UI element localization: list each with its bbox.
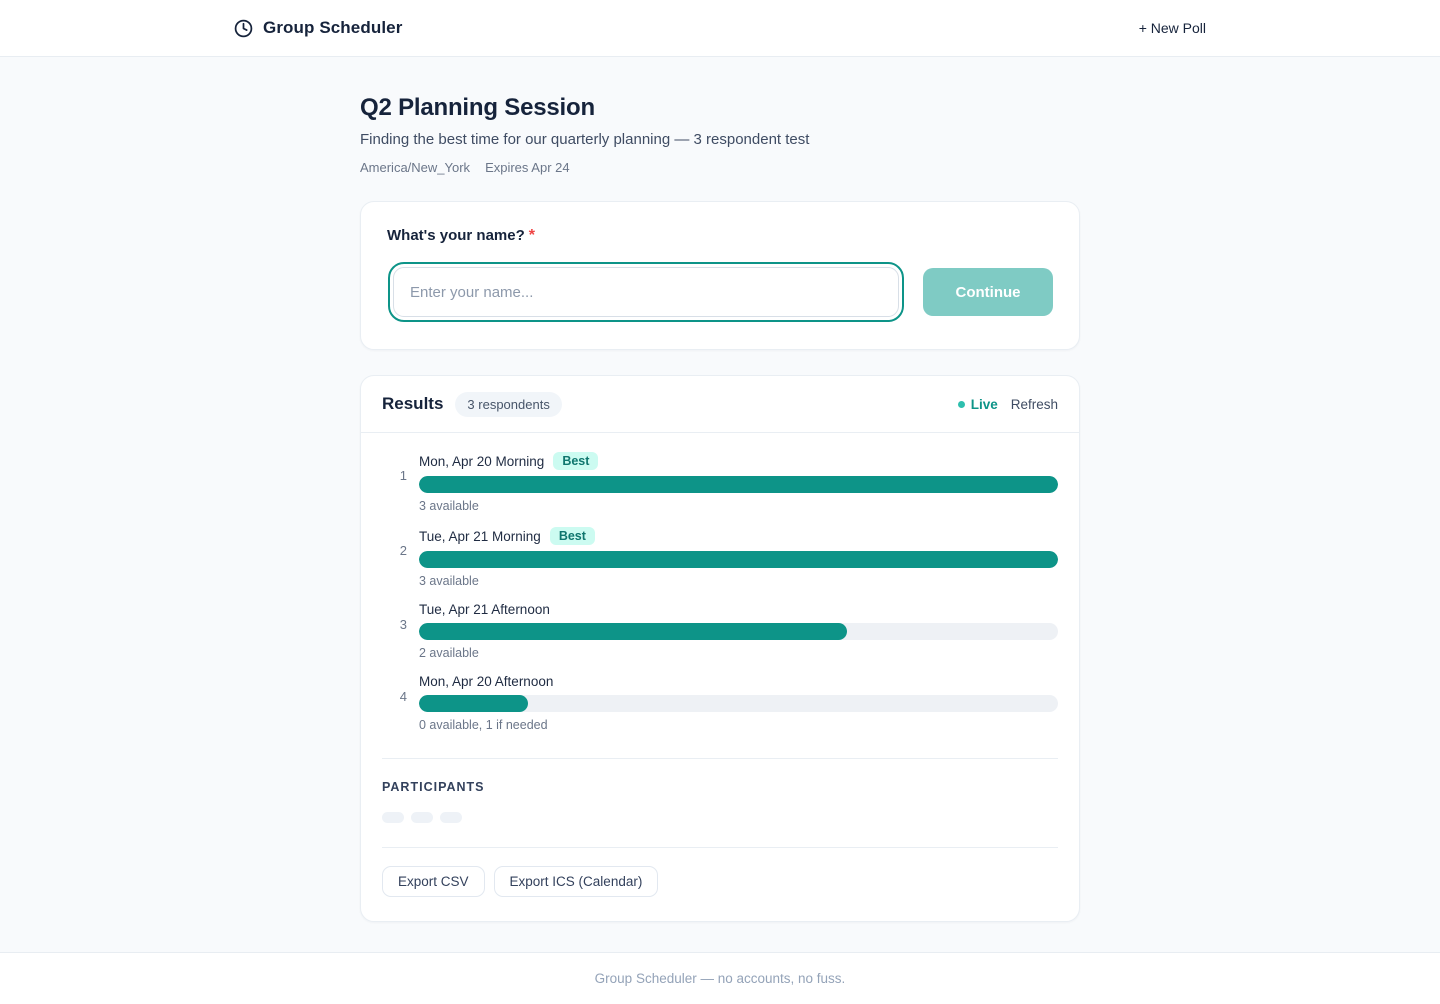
- option-label: Mon, Apr 20 Morning: [419, 453, 545, 469]
- results-title: Results: [382, 394, 444, 413]
- poll-expiry: Expires Apr 24: [485, 160, 570, 175]
- footer-text: Group Scheduler — no accounts, no fuss.: [594, 971, 846, 986]
- poll-description: Finding the best time for our quarterly …: [360, 131, 810, 148]
- option-availability: 0 available, 1 if needed: [419, 718, 548, 732]
- participants-section: PARTICIPANTS: [361, 759, 1079, 841]
- app-footer: Group Scheduler — no accounts, no fuss.: [0, 952, 1440, 1004]
- availability-bar-track: [419, 551, 1058, 568]
- availability-bar-track: [419, 623, 1058, 640]
- app-header: Group Scheduler + New Poll: [0, 0, 1440, 57]
- app-brand[interactable]: Group Scheduler: [234, 18, 402, 38]
- live-status: Live: [957, 396, 998, 412]
- option-label: Tue, Apr 21 Morning: [419, 528, 541, 544]
- option-label: Tue, Apr 21 Afternoon: [419, 602, 550, 617]
- required-marker: *: [528, 227, 535, 244]
- options-list: 1 Mon, Apr 20 Morning Best 3 available 2…: [361, 433, 1079, 752]
- option-availability: 2 available: [419, 646, 479, 660]
- option-label: Mon, Apr 20 Afternoon: [419, 674, 554, 689]
- export-ics-button[interactable]: Export ICS (Calendar): [493, 866, 659, 897]
- participant-placeholder-chip: [382, 812, 404, 823]
- option-row: 1 Mon, Apr 20 Morning Best 3 available: [382, 452, 1058, 513]
- name-form-card: What's your name?* Continue: [360, 201, 1080, 350]
- participant-placeholder-chip: [440, 812, 462, 823]
- best-badge: Best: [549, 527, 595, 545]
- best-badge: Best: [553, 452, 599, 470]
- availability-bar-fill: [419, 623, 848, 640]
- option-rank: 1: [399, 468, 407, 483]
- option-rank: 4: [399, 688, 407, 704]
- results-header: Results 3 respondents Live Refresh: [361, 376, 1079, 433]
- option-availability: 3 available: [419, 574, 479, 588]
- export-csv-button[interactable]: Export CSV: [382, 866, 485, 897]
- availability-bar-track: [419, 695, 1058, 712]
- export-row: Export CSV Export ICS (Calendar): [361, 848, 1079, 921]
- availability-bar-fill: [419, 476, 1058, 493]
- results-card: Results 3 respondents Live Refresh 1 Mon…: [360, 375, 1080, 922]
- page-main: Q2 Planning Session Finding the best tim…: [0, 57, 1440, 952]
- availability-bar-track: [419, 476, 1058, 493]
- continue-button[interactable]: Continue: [923, 268, 1053, 316]
- divider: [382, 758, 1058, 759]
- availability-bar-fill: [419, 695, 528, 712]
- participant-placeholder-chip: [411, 812, 433, 823]
- divider: [382, 847, 1058, 848]
- live-label: Live: [970, 396, 998, 412]
- participants-heading: PARTICIPANTS: [382, 780, 485, 794]
- name-input[interactable]: [388, 262, 904, 322]
- option-row: 4 Mon, Apr 20 Afternoon 0 available, 1 i…: [382, 674, 1058, 732]
- clock-icon: [234, 19, 253, 38]
- respondents-badge: 3 respondents: [455, 391, 562, 417]
- option-row: 2 Tue, Apr 21 Morning Best 3 available: [382, 527, 1058, 588]
- option-rank: 3: [399, 616, 407, 632]
- option-availability: 3 available: [419, 499, 479, 513]
- new-poll-button[interactable]: + New Poll: [1138, 20, 1206, 36]
- poll-timezone: America/New_York: [360, 160, 471, 175]
- availability-bar-fill: [419, 551, 1058, 568]
- poll-title: Q2 Planning Session: [360, 94, 595, 121]
- app-title: Group Scheduler: [263, 18, 403, 37]
- option-row: 3 Tue, Apr 21 Afternoon 2 available: [382, 602, 1058, 660]
- name-question-label: What's your name?: [387, 227, 525, 244]
- poll-meta: America/New_York Expires Apr 24: [360, 160, 1080, 175]
- option-rank: 2: [399, 543, 407, 558]
- refresh-button[interactable]: Refresh: [1010, 396, 1058, 412]
- live-dot-icon: [957, 400, 965, 408]
- participants-chips: [382, 812, 1058, 823]
